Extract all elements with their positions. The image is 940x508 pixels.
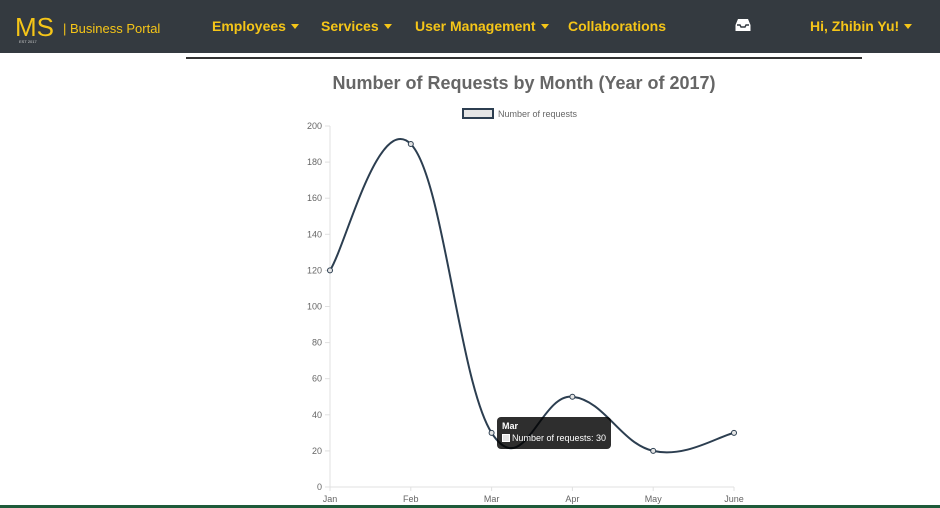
user-menu-label: Hi, Zhibin Yu! (810, 18, 900, 34)
data-point (569, 393, 576, 400)
nav-user-management[interactable]: User Management (415, 18, 549, 34)
nav-collaborations-label: Collaborations (568, 18, 667, 34)
nav-collaborations[interactable]: Collaborations (568, 18, 666, 34)
chevron-down-icon (540, 24, 549, 29)
chevron-down-icon (383, 24, 392, 29)
y-tick-label: 120 (307, 265, 322, 275)
y-tick-label: 20 (312, 446, 322, 456)
nav-employees-label: Employees (212, 18, 286, 34)
y-tick-label: 180 (307, 157, 322, 167)
brand-logo: MS EST 2017 (15, 12, 59, 44)
tooltip-row: Number of requests: 30 (502, 433, 606, 443)
chart-legend[interactable]: Number of requests (462, 108, 577, 119)
series-line (329, 138, 735, 454)
x-tick-label: Mar (484, 494, 500, 504)
nav-user-management-label: User Management (415, 18, 536, 34)
chevron-down-icon (290, 24, 299, 29)
data-point (650, 447, 657, 454)
legend-swatch (462, 108, 494, 119)
y-tick-label: 0 (317, 482, 322, 492)
chevron-down-icon (904, 24, 913, 29)
data-point (327, 267, 333, 274)
data-point (488, 429, 495, 436)
chart-tooltip: Mar Number of requests: 30 (497, 417, 611, 449)
y-tick-label: 60 (312, 374, 322, 384)
inbox-icon[interactable] (735, 18, 751, 32)
x-tick-label: Apr (565, 494, 579, 504)
tooltip-swatch (502, 434, 510, 442)
data-point (407, 141, 414, 148)
user-menu[interactable]: Hi, Zhibin Yu! (810, 18, 913, 34)
y-tick-label: 200 (307, 121, 322, 131)
nav-services-label: Services (321, 18, 379, 34)
bottom-bar (0, 505, 940, 508)
brand[interactable]: MS EST 2017 | Business Portal (15, 12, 160, 44)
y-tick-label: 40 (312, 410, 322, 420)
logo-subtext: EST 2017 (19, 39, 37, 44)
navbar: MS EST 2017 | Business Portal Employees … (0, 0, 940, 53)
x-tick-label: Jan (323, 494, 338, 504)
nav-employees[interactable]: Employees (212, 18, 299, 34)
nav-services[interactable]: Services (321, 18, 392, 34)
x-tick-label: Feb (403, 494, 419, 504)
logo-text: MS (15, 12, 54, 42)
y-tick-label: 160 (307, 193, 322, 203)
y-tick-label: 100 (307, 302, 322, 312)
x-tick-label: May (645, 494, 663, 504)
brand-name: | Business Portal (63, 20, 161, 36)
chart-title: Number of Requests by Month (Year of 201… (332, 73, 716, 93)
y-tick-label: 140 (307, 229, 322, 239)
tooltip-title: Mar (502, 421, 519, 431)
y-tick-label: 80 (312, 338, 322, 348)
data-point (731, 429, 737, 436)
tooltip-label: Number of requests: 30 (511, 433, 606, 443)
x-tick-label: June (724, 494, 744, 504)
legend-label: Number of requests (498, 108, 578, 119)
divider (186, 57, 862, 59)
